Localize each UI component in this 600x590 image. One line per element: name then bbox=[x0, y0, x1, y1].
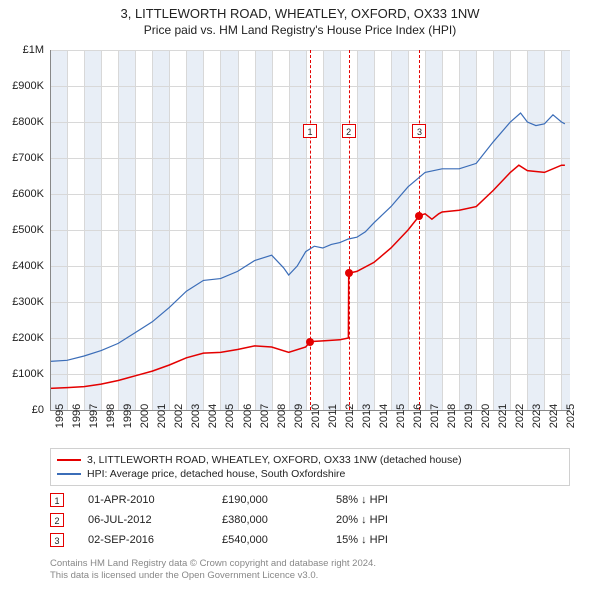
legend-row: HPI: Average price, detached house, Sout… bbox=[57, 467, 563, 481]
title-block: 3, LITTLEWORTH ROAD, WHEATLEY, OXFORD, O… bbox=[0, 0, 600, 37]
x-tick-label: 2011 bbox=[327, 404, 339, 428]
x-tick-label: 1998 bbox=[105, 404, 117, 428]
sales-price: £540,000 bbox=[222, 534, 312, 546]
legend-label: 3, LITTLEWORTH ROAD, WHEATLEY, OXFORD, O… bbox=[87, 454, 462, 466]
legend-label: HPI: Average price, detached house, Sout… bbox=[87, 468, 345, 480]
chart-area: 123 £0£100K£200K£300K£400K£500K£600K£700… bbox=[50, 50, 570, 410]
x-tick-label: 2001 bbox=[156, 404, 168, 428]
sales-pct: 58% ↓ HPI bbox=[336, 494, 456, 506]
x-tick-label: 1996 bbox=[71, 404, 83, 428]
x-tick-label: 2016 bbox=[412, 404, 424, 428]
x-tick-label: 1995 bbox=[54, 404, 66, 428]
x-tick-label: 2023 bbox=[531, 404, 543, 428]
x-tick-label: 2004 bbox=[207, 404, 219, 428]
y-tick-label: £0 bbox=[0, 404, 44, 416]
y-tick-label: £1M bbox=[0, 44, 44, 56]
footer-line1: Contains HM Land Registry data © Crown c… bbox=[50, 558, 570, 570]
x-tick-label: 1997 bbox=[88, 404, 100, 428]
x-tick-label: 2010 bbox=[310, 404, 322, 428]
x-tick-label: 2003 bbox=[190, 404, 202, 428]
x-tick-label: 2009 bbox=[293, 404, 305, 428]
sales-row: 1 01-APR-2010 £190,000 58% ↓ HPI bbox=[50, 490, 570, 510]
sales-num-box: 2 bbox=[50, 513, 64, 527]
sales-pct: 15% ↓ HPI bbox=[336, 534, 456, 546]
sale-marker-dot bbox=[345, 269, 353, 277]
footer: Contains HM Land Registry data © Crown c… bbox=[50, 558, 570, 583]
sales-price: £190,000 bbox=[222, 494, 312, 506]
y-tick-label: £100K bbox=[0, 368, 44, 380]
x-tick-label: 2000 bbox=[139, 404, 151, 428]
sales-date: 02-SEP-2016 bbox=[88, 534, 198, 546]
x-tick-label: 2013 bbox=[361, 404, 373, 428]
x-tick-label: 2005 bbox=[224, 404, 236, 428]
x-tick-label: 2022 bbox=[514, 404, 526, 428]
x-tick-label: 2008 bbox=[276, 404, 288, 428]
sales-date: 01-APR-2010 bbox=[88, 494, 198, 506]
y-tick-label: £900K bbox=[0, 80, 44, 92]
sale-marker-dot bbox=[306, 338, 314, 346]
sale-label-box: 1 bbox=[303, 124, 317, 138]
y-axis-line bbox=[50, 50, 51, 410]
x-tick-label: 2018 bbox=[446, 404, 458, 428]
x-tick-label: 2015 bbox=[395, 404, 407, 428]
y-tick-label: £800K bbox=[0, 116, 44, 128]
x-tick-label: 2012 bbox=[344, 404, 356, 428]
sales-date: 06-JUL-2012 bbox=[88, 514, 198, 526]
x-tick-label: 2006 bbox=[242, 404, 254, 428]
plot-svg bbox=[50, 50, 570, 410]
footer-line2: This data is licensed under the Open Gov… bbox=[50, 570, 570, 582]
series-price_paid bbox=[50, 165, 565, 388]
y-tick-label: £600K bbox=[0, 188, 44, 200]
x-tick-label: 2014 bbox=[378, 404, 390, 428]
y-tick-label: £200K bbox=[0, 332, 44, 344]
sales-pct: 20% ↓ HPI bbox=[336, 514, 456, 526]
sale-label-box: 3 bbox=[412, 124, 426, 138]
sales-table: 1 01-APR-2010 £190,000 58% ↓ HPI 2 06-JUL-201… bbox=[50, 490, 570, 550]
legend: 3, LITTLEWORTH ROAD, WHEATLEY, OXFORD, O… bbox=[50, 448, 570, 486]
chart-container: 3, LITTLEWORTH ROAD, WHEATLEY, OXFORD, O… bbox=[0, 0, 600, 590]
sales-num-box: 3 bbox=[50, 533, 64, 547]
sales-row: 2 06-JUL-2012 £380,000 20% ↓ HPI bbox=[50, 510, 570, 530]
sales-price: £380,000 bbox=[222, 514, 312, 526]
x-tick-label: 2002 bbox=[173, 404, 185, 428]
legend-swatch bbox=[57, 473, 81, 475]
legend-swatch bbox=[57, 459, 81, 461]
sale-label-box: 2 bbox=[342, 124, 356, 138]
y-tick-label: £400K bbox=[0, 260, 44, 272]
x-tick-label: 2019 bbox=[463, 404, 475, 428]
legend-row: 3, LITTLEWORTH ROAD, WHEATLEY, OXFORD, O… bbox=[57, 453, 563, 467]
x-tick-label: 2017 bbox=[429, 404, 441, 428]
series-hpi bbox=[50, 113, 565, 361]
x-tick-label: 2007 bbox=[259, 404, 271, 428]
sales-num-box: 1 bbox=[50, 493, 64, 507]
title-main: 3, LITTLEWORTH ROAD, WHEATLEY, OXFORD, O… bbox=[0, 6, 600, 21]
x-tick-label: 2021 bbox=[497, 404, 509, 428]
x-tick-label: 2025 bbox=[565, 404, 577, 428]
y-tick-label: £700K bbox=[0, 152, 44, 164]
title-sub: Price paid vs. HM Land Registry's House … bbox=[0, 23, 600, 37]
x-tick-label: 1999 bbox=[122, 404, 134, 428]
x-tick-label: 2020 bbox=[480, 404, 492, 428]
y-tick-label: £500K bbox=[0, 224, 44, 236]
y-tick-label: £300K bbox=[0, 296, 44, 308]
x-tick-label: 2024 bbox=[548, 404, 560, 428]
sale-marker-dot bbox=[415, 212, 423, 220]
sales-row: 3 02-SEP-2016 £540,000 15% ↓ HPI bbox=[50, 530, 570, 550]
